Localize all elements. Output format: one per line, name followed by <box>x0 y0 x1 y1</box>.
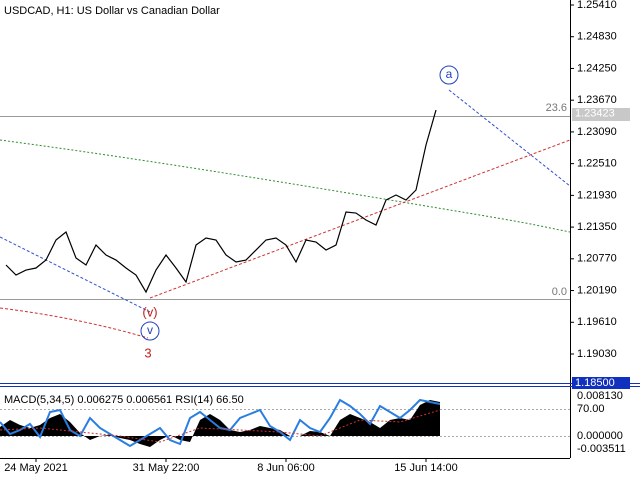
moving-average <box>0 139 571 233</box>
y-tick-label: 1.23670 <box>577 94 617 106</box>
wave-label: a <box>446 67 453 81</box>
macd-signal <box>0 409 441 443</box>
wave-circle <box>439 65 459 85</box>
indicator-scale-label: 0.000000 <box>577 430 623 442</box>
y-tick-label: 1.24250 <box>577 62 617 74</box>
wave-circle <box>140 321 160 341</box>
wave-label: 3 <box>144 345 151 360</box>
y-tick-label: 1.25410 <box>577 0 617 11</box>
x-tick-label: 31 May 22:00 <box>133 462 200 474</box>
separator-label-box <box>572 377 630 389</box>
wave-label: (v) <box>142 304 157 319</box>
y-tick-label: 1.20190 <box>577 284 617 296</box>
indicator-scale-label: -0.003511 <box>577 443 626 455</box>
y-tick-label: 1.22510 <box>577 158 617 170</box>
trend-line <box>0 236 151 313</box>
current-price-box <box>572 108 630 121</box>
trend-line <box>448 89 571 187</box>
y-tick-label: 1.21930 <box>577 189 617 201</box>
chart-title: USDCAD, H1: US Dollar vs Canadian Dollar <box>4 5 220 17</box>
x-tick-label: 8 Jun 06:00 <box>257 462 315 474</box>
wave-label: v <box>147 323 153 337</box>
y-tick-label: 1.19030 <box>577 348 617 360</box>
indicator-title: MACD(5,34,5) 0.006275 0.006561 RSI(14) 6… <box>4 394 244 406</box>
separator-label: 1.18500 <box>575 377 615 389</box>
indicator-scale-label: 70.00 <box>577 403 605 415</box>
y-tick-label: 1.19610 <box>577 316 617 328</box>
indicator-scale-label: 0.008130 <box>577 390 623 402</box>
price-line <box>5 109 437 294</box>
fib-label: 0.0 <box>552 286 567 298</box>
macd-histogram <box>0 400 440 447</box>
y-tick-label: 1.23090 <box>577 126 617 138</box>
y-tick-label: 1.21350 <box>577 221 617 233</box>
x-tick-label: 24 May 2021 <box>4 462 68 474</box>
y-tick-label: 1.20770 <box>577 253 617 265</box>
current-price-label: 1.23423 <box>575 108 615 120</box>
x-tick-label: 15 Jun 14:00 <box>394 462 458 474</box>
fib-label: 23.6 <box>546 102 567 114</box>
y-tick-label: 1.24830 <box>577 31 617 43</box>
